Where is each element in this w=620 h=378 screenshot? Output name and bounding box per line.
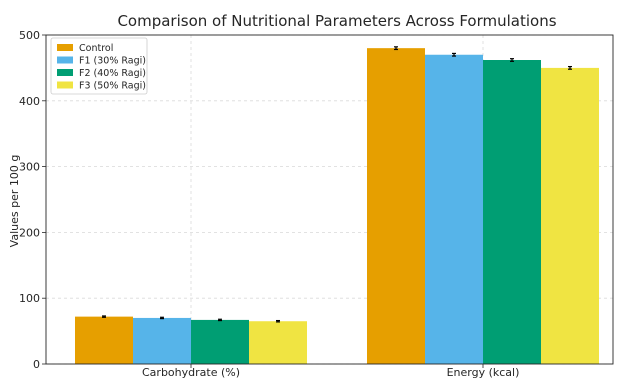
bar (367, 48, 425, 364)
legend-swatch (57, 44, 73, 51)
legend-swatch (57, 56, 73, 64)
y-tick-label: 500 (19, 29, 40, 42)
x-tick-label: Energy (kcal) (447, 366, 520, 378)
legend-frame (50, 37, 148, 95)
y-tick-label: 400 (19, 95, 40, 108)
y-tick-label: 0 (33, 358, 40, 371)
bar (249, 321, 307, 364)
plot-frame (45, 34, 614, 365)
y-tick-label: 200 (19, 226, 40, 239)
error-bars (102, 46, 572, 323)
chart-title: Comparison of Nutritional Parameters Acr… (117, 12, 556, 30)
y-tick-label: 100 (19, 292, 40, 305)
bar (133, 317, 191, 364)
bars (75, 48, 599, 365)
legend: Control F1 (30% Ragi)F2 (40% Ragi) F3 (50%… (50, 37, 148, 95)
y-ticks: 0 100 200 300 400 500 (19, 29, 46, 371)
legend-label: Control (79, 43, 113, 54)
y-axis-label: Values per 100 g (8, 155, 21, 248)
legend-swatch (57, 81, 73, 89)
legend-label: F3 (50% Ragi) (79, 81, 146, 92)
x-tick-label: Carbohydrate (%) (142, 366, 240, 378)
bar (483, 60, 541, 365)
axes (45, 34, 614, 365)
legend-swatch (57, 69, 73, 76)
y-tick-label: 300 (19, 161, 40, 174)
legend-label: F2 (40% Ragi) (79, 68, 146, 79)
bar (425, 54, 483, 365)
x-ticks: Carbohydrate (%) Energy (kcal) (142, 364, 519, 378)
bar (541, 67, 599, 365)
bar (75, 316, 133, 364)
bar (191, 319, 249, 364)
legend-label: F1 (30% Ragi) (79, 56, 146, 67)
